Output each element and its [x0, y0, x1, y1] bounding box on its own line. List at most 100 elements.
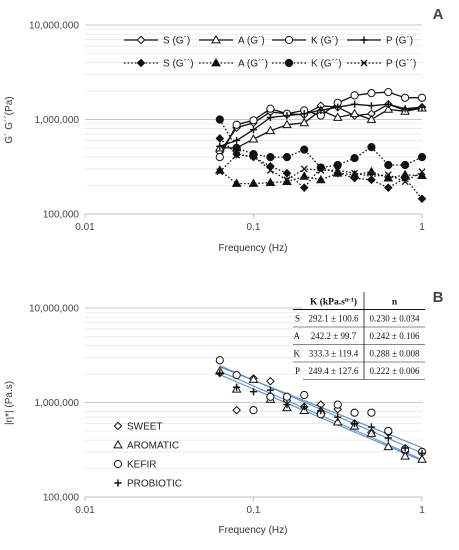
panel-b-label: B — [433, 289, 444, 306]
panel-a-legend-marker — [211, 58, 221, 67]
panel-a-series-8-point — [266, 166, 274, 174]
panel-a-series-4-point — [266, 113, 275, 122]
panel-a-series-2-point — [282, 119, 292, 129]
panel-b-x-tick-label: 1 — [419, 505, 425, 516]
panel-b-aromatic-point — [366, 428, 377, 437]
panel-b-table-k-value: 249.4 ± 127.6 — [309, 366, 359, 376]
panel-a-series-8-point — [384, 171, 392, 179]
panel-a-series-5-point — [282, 168, 292, 178]
panel-a-series-4-point — [384, 100, 392, 108]
panel-b-kefir-point — [215, 356, 224, 365]
panel-a-series-7-point — [401, 160, 410, 170]
panel-b-probiotic-point — [384, 434, 392, 442]
panel-b-kefir-point — [232, 370, 241, 380]
panel-a-series-6-point — [248, 178, 259, 187]
panel-b-y-tick-label: 1,000,000 — [35, 398, 80, 409]
panel-a-series-8-point — [418, 168, 426, 176]
panel-a-series-6-point — [417, 170, 427, 179]
panel-a-series-7-point — [350, 154, 359, 163]
panel-a-series-3-point — [401, 93, 410, 102]
panel-a-series-2-point — [265, 125, 276, 135]
panel-a-legend-label: A (G´´) — [238, 58, 268, 70]
panel-b-axes: 100,000 1,000,000 10,000,000 0.01 0.1 1 — [29, 304, 425, 517]
panel-b-probiotic-point — [266, 386, 275, 394]
panel-b-sweet-point — [232, 405, 241, 415]
panel-b-y-axis-label: |η*| (Pa.s) — [4, 381, 15, 425]
panel-b-kefir-point — [249, 406, 258, 415]
panel-b-x-axis-label: Frequency (Hz) — [219, 525, 288, 536]
panel-b-legend-label: AROMATIC — [127, 441, 179, 452]
panel-a-series-6-point — [366, 166, 377, 176]
panel-a-y-tick-label: 100,000 — [43, 210, 80, 221]
panel-a-series-6-point — [282, 176, 292, 186]
panel-b-x-tick-label: 0.1 — [247, 505, 261, 516]
panel-a-series-8-point — [401, 178, 409, 186]
panel-a-legend-marker — [360, 59, 368, 67]
panel-b-probiotic-point — [249, 388, 258, 396]
panel-a-series-5-point — [299, 183, 309, 192]
panel-a-series-6-point — [265, 177, 276, 186]
panel-a-y-tick-label: 10,000,000 — [29, 21, 79, 32]
panel-b-aromatic-point — [248, 374, 259, 383]
panel-b-kefir-point — [266, 392, 275, 401]
panel-a-series-4-point — [216, 142, 224, 150]
panel-a-series-2-point — [366, 114, 377, 123]
panel-a-series-4-point — [300, 110, 308, 118]
panel-a-legend-label: P (G´) — [386, 35, 413, 47]
panel-a-series-3-point — [350, 91, 359, 100]
panel-a-series-line-7 — [219, 119, 423, 169]
panel-b-table-row-label: K — [294, 349, 301, 359]
panel-a-axes: 100,000 1,000,000 10,000,000 0.01 0.1 1 — [29, 21, 425, 234]
panel-a-legend-marker — [360, 36, 368, 44]
panel-a-series-7-point — [384, 160, 393, 170]
panel-a-series-2-point — [383, 104, 394, 113]
panel-a-series-8-point — [249, 152, 258, 160]
panel-a-series-2-point — [332, 112, 343, 121]
panel-a-legend-label: S (G´) — [163, 35, 190, 47]
panel-a-series-7-point — [333, 160, 342, 170]
panel-b-kefir-point — [350, 408, 359, 417]
panel-b-aromatic-point — [332, 417, 343, 426]
panel-a-series-6-point — [231, 178, 242, 187]
panel-b-kefir-point — [384, 426, 393, 436]
panel-a-series-7-point — [282, 153, 292, 162]
panel-a-x-tick-label: 0.1 — [247, 222, 261, 233]
panel-a-series-4-point — [233, 136, 241, 145]
panel-b-probiotic-point — [367, 423, 376, 431]
panel-a-series-4-point — [334, 103, 342, 111]
panel-b-legend-marker — [114, 479, 122, 487]
panel-a-series-3-point — [417, 93, 427, 102]
panel-a-y-axis-label: G´ G´´(Pa) — [3, 96, 15, 143]
panel-b-parameter-table: K (kPa.sn-1) n S 292.1 ± 100.6 0.230 ± 0.034… — [293, 292, 425, 380]
panel-a-x-tick-label: 1 — [419, 222, 425, 233]
panel-b-probiotic-point — [300, 403, 308, 411]
panel-a-series-6-point — [315, 174, 326, 184]
panel-b-table-k-value: 292.1 ± 100.6 — [309, 314, 359, 324]
panel-a-series-2-point — [349, 108, 360, 118]
panel-a-series-8-point — [283, 176, 291, 184]
panel-b-legend: SWEET AROMATIC KEFIR PROBIOTIC — [113, 422, 182, 490]
panel-a-series-2-point — [299, 117, 310, 127]
panel-a-series-7-point — [367, 143, 376, 152]
panel-b-table-n-value: 0.230 ± 0.034 — [370, 314, 420, 324]
panel-a-series-7-point — [300, 145, 309, 154]
panel-a-series-8-point — [334, 166, 342, 174]
panel-a-series-3-point — [384, 87, 393, 97]
panel-b-table-row-label: P — [295, 366, 300, 376]
panel-b-y-tick-label: 10,000,000 — [29, 304, 79, 315]
panel-a-series-3-point — [249, 116, 258, 125]
panel-b-aromatic-point — [417, 454, 427, 463]
panel-a-legend-marker — [136, 35, 146, 45]
panel-b-table-header-n: n — [392, 298, 398, 308]
panel-a-legend: S (G´) A (G´) K (G´) P (G´) S (G´´) A (G´´) K … — [124, 35, 416, 70]
panel-a-series-8-point — [216, 168, 224, 176]
panel-b-probiotic-point — [418, 449, 426, 457]
panel-a-legend-label: K (G´´) — [311, 58, 342, 70]
panel-b-probiotic-point — [350, 419, 359, 428]
panel-a-series-4-point — [283, 111, 291, 120]
header-k-text: K (kPa.s — [310, 297, 345, 308]
panel-a-series-4-point — [249, 126, 258, 134]
panel-a-series-3-point — [215, 153, 224, 162]
panel-b-kefir-point — [282, 392, 292, 401]
panel-b-table-n-value: 0.222 ± 0.006 — [370, 366, 420, 376]
